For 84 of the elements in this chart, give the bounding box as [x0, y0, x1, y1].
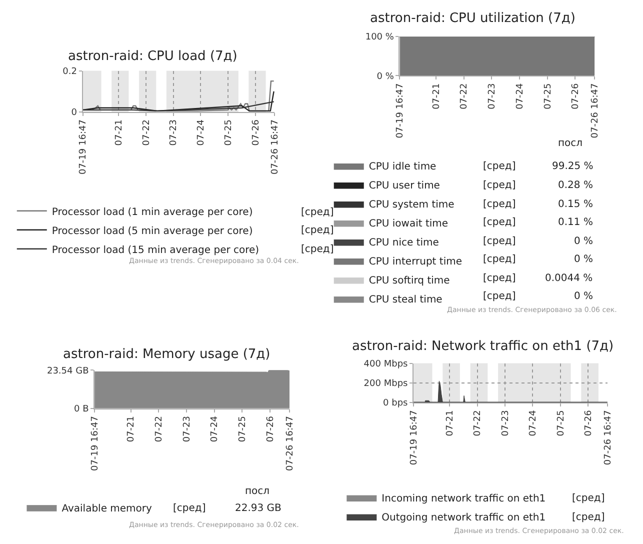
text: [сред]: [301, 207, 334, 218]
x-tick-label: 07-26: [571, 82, 582, 110]
x-tick-label: 07-19 16:47: [78, 120, 89, 175]
y-tick-label: 0: [71, 108, 78, 118]
x-tick-label: 07-24: [515, 82, 526, 110]
legend-label: CPU interrupt time: [368, 256, 462, 268]
x-tick-label: 07-23: [182, 416, 192, 442]
x-tick-label: 07-22: [473, 410, 484, 436]
x-tick-label: 07-19 16:47: [90, 416, 100, 471]
y-tick-label: 0 %: [376, 72, 394, 82]
chart-title: astron-raid: Network traffic on eth1 (7д): [352, 339, 614, 354]
x-tick-label: 07-24: [528, 410, 539, 436]
text: 22.93 GB: [235, 503, 282, 514]
text: 0 %: [574, 236, 594, 247]
y-tick-label: 0 bps: [383, 398, 408, 409]
text: 0.28 %: [558, 180, 593, 191]
y-tick-label: 400 Mbps: [364, 359, 408, 370]
x-tick-label: 07-24: [210, 416, 220, 442]
x-tick-label: 07-26 16:47: [285, 416, 296, 471]
text: 99.25 %: [552, 161, 594, 172]
x-tick-label: 07-26: [266, 416, 276, 442]
text: [сред]: [572, 493, 605, 504]
x-tick-label: 07-22: [154, 416, 165, 442]
y-tick-label: 0 B: [74, 404, 89, 415]
x-tick-label: 07-26 16:47: [270, 120, 281, 175]
x-tick-label: 07-25: [224, 120, 234, 146]
legend-label: Processor load (5 min average per core): [52, 226, 253, 237]
text: 0.11 %: [558, 217, 593, 228]
x-tick-label: 07-25: [556, 410, 566, 436]
x-tick-label: 07-26 16:47: [603, 410, 614, 466]
text: [сред]: [483, 273, 516, 284]
x-tick-label: 07-23: [500, 410, 511, 436]
y-tick-label: 23.54 GB: [46, 366, 89, 376]
text: [сред]: [301, 225, 334, 236]
text: [сред]: [483, 161, 516, 172]
x-tick-label: 07-21: [445, 410, 456, 436]
text: [сред]: [301, 244, 334, 255]
chart-title: astron-raid: Memory usage (7д): [63, 347, 270, 362]
x-tick-label: 07-22: [460, 83, 470, 110]
text: [сред]: [483, 254, 516, 265]
legend-label: CPU steal time: [368, 294, 442, 306]
legend-label: Incoming network traffic on eth1: [382, 493, 546, 504]
text: 0 %: [574, 291, 594, 302]
text: [сред]: [483, 291, 516, 302]
text: 0.0044 %: [545, 273, 593, 284]
legend-label: Processor load (1 min average per core): [52, 206, 253, 218]
legend-label: CPU nice time: [368, 238, 439, 249]
x-tick-label: 07-26: [584, 410, 594, 436]
legend-label: CPU iowait time: [368, 218, 448, 230]
x-tick-label: 07-21: [114, 120, 124, 146]
y-tick-label: 0.2: [62, 66, 77, 77]
legend-label: CPU softirq time: [368, 276, 450, 287]
x-tick-label: 07-23: [488, 83, 498, 110]
x-tick-label: 07-22: [142, 120, 152, 146]
x-tick-label: 07-25: [238, 416, 248, 442]
x-tick-label: 07-25: [543, 83, 554, 110]
x-tick-label: 07-26: [251, 119, 262, 146]
x-tick-label: 07-19 16:47: [409, 410, 420, 466]
text: посл: [558, 138, 583, 149]
text: 0.15 %: [558, 199, 593, 210]
y-tick-label: 200 Mbps: [364, 379, 408, 390]
text: 0 %: [574, 254, 594, 265]
text: [сред]: [483, 180, 516, 191]
x-tick-label: 07-24: [196, 119, 207, 146]
text: [сред]: [483, 199, 516, 210]
chart-title: astron-raid: CPU utilization (7д): [370, 11, 576, 26]
legend-label: CPU user time: [368, 180, 440, 192]
legend-label: CPU system time: [368, 200, 454, 211]
x-tick-label: 07-21: [432, 83, 442, 110]
x-tick-label: 07-26 16:47: [590, 83, 601, 138]
text: [сред]: [173, 503, 206, 514]
text: [сред]: [572, 512, 605, 523]
text: [сред]: [483, 217, 516, 228]
y-tick-label: 100 %: [365, 32, 394, 43]
x-tick-label: 07-21: [126, 416, 137, 442]
legend-label: Outgoing network traffic on eth1: [382, 512, 546, 524]
x-tick-label: 07-23: [169, 120, 180, 146]
legend-label: Available memory: [62, 503, 152, 514]
legend-label: CPU idle time: [368, 162, 436, 173]
text: посл: [245, 486, 270, 497]
legend-label: Processor load (15 min average per core): [52, 244, 260, 256]
x-tick-label: 07-19 16:47: [396, 83, 406, 138]
text: [сред]: [483, 236, 516, 247]
chart-title: astron-raid: CPU load (7д): [68, 49, 238, 64]
